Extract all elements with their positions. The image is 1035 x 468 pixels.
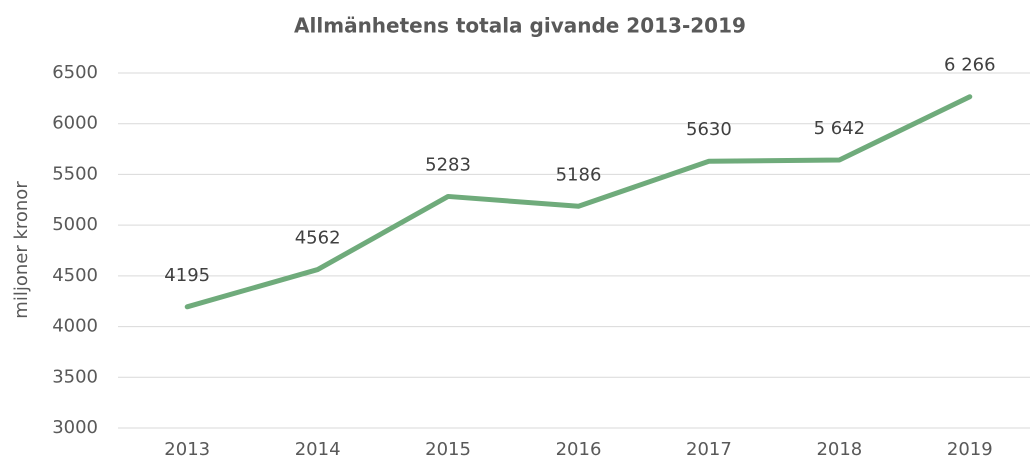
data-label: 6 266 (944, 55, 996, 76)
y-tick-label: 4500 (52, 265, 98, 286)
x-tick-label: 2016 (556, 439, 602, 460)
y-tick-label: 6500 (52, 62, 98, 83)
data-label: 4195 (164, 265, 210, 286)
y-tick-label: 5500 (52, 163, 98, 184)
x-tick-label: 2018 (816, 439, 862, 460)
y-tick-label: 5000 (52, 214, 98, 235)
data-label: 5283 (425, 154, 471, 175)
data-label: 4562 (295, 228, 341, 249)
x-tick-label: 2017 (686, 439, 732, 460)
y-axis-label: miljoner kronor (11, 181, 32, 319)
data-label: 5 642 (814, 118, 866, 139)
y-tick-label: 4000 (52, 316, 98, 337)
x-tick-label: 2013 (164, 439, 210, 460)
x-tick-label: 2015 (425, 439, 471, 460)
y-tick-label: 3500 (52, 366, 98, 387)
line (184, 94, 973, 310)
x-tick-label: 2019 (947, 439, 993, 460)
data-label: 5630 (686, 119, 732, 140)
y-tick-label: 3000 (52, 417, 98, 438)
x-tick-label: 2014 (295, 439, 341, 460)
chart-title: Allmänhetens totala givande 2013-2019 (294, 14, 746, 38)
y-tick-label: 6000 (52, 113, 98, 134)
data-label: 5186 (556, 164, 602, 185)
